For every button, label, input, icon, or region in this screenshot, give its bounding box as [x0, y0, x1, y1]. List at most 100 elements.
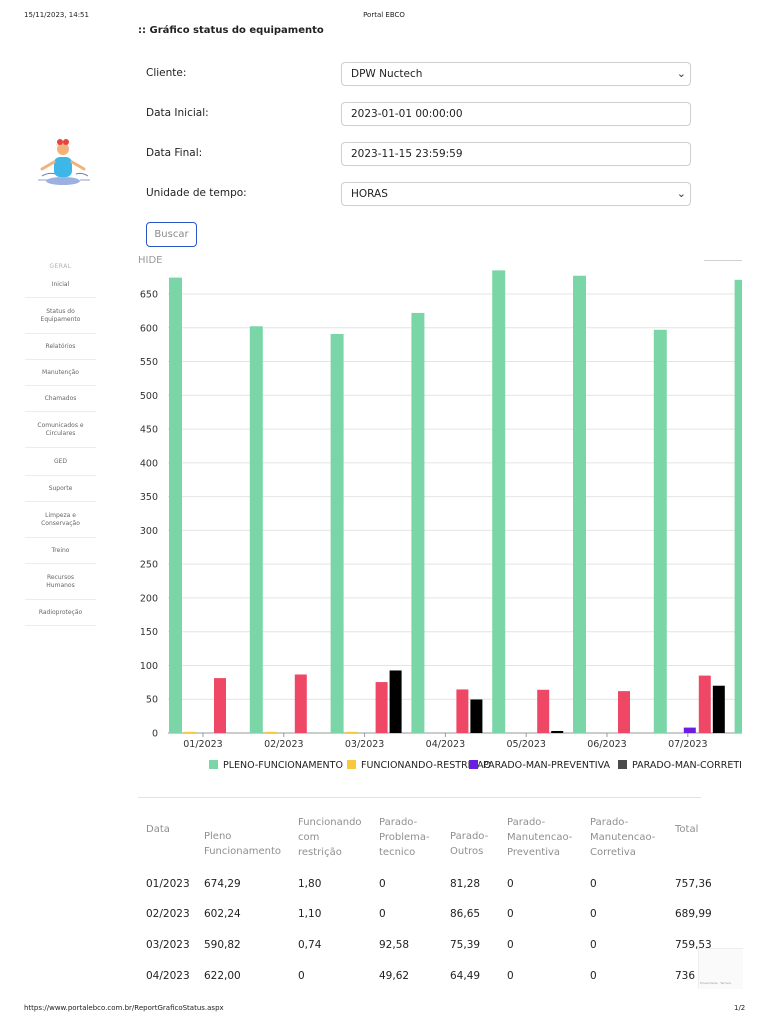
table-cell: 736: [675, 970, 696, 982]
table-header-text: restrição: [298, 847, 342, 858]
x-tick-label: 02/2023: [264, 739, 303, 750]
y-tick-label: 500: [140, 391, 158, 402]
buscar-button[interactable]: Buscar: [146, 222, 197, 247]
table-cell: 674,29: [204, 878, 241, 890]
bar-pleno-funcionamento: [330, 333, 344, 733]
data-inicial-label: Data Inicial:: [146, 107, 209, 119]
sidebar-item-ged[interactable]: GED: [25, 448, 96, 476]
x-tick-label: 06/2023: [587, 739, 626, 750]
legend-swatch: [209, 760, 218, 769]
table-cell: 602,24: [204, 908, 241, 920]
chevron-down-icon: ⌄: [676, 187, 686, 200]
table-header-text: com: [298, 832, 320, 843]
hide-toggle[interactable]: HIDE: [138, 255, 163, 266]
y-tick-label: 350: [140, 492, 158, 503]
y-tick-label: 50: [146, 695, 158, 706]
data-final-value: 2023-11-15 23:59:59: [351, 148, 463, 160]
table-header-text: Pleno: [204, 831, 232, 842]
table-header-text: Total: [675, 824, 699, 835]
bar-pleno-funcionamento: [653, 329, 667, 733]
legend-label: PLENO-FUNCIONAMENTO: [223, 760, 343, 771]
x-tick-label: 04/2023: [426, 739, 465, 750]
data-final-input[interactable]: 2023-11-15 23:59:59: [341, 142, 691, 166]
bar-pleno-funcionamento: [734, 279, 742, 733]
bar-parado-outros: [456, 689, 469, 733]
y-tick-label: 0: [152, 729, 158, 740]
table-cell: 0: [590, 970, 597, 982]
table-header-text: Preventiva: [507, 847, 561, 858]
table-header: Pleno Funcionamento: [204, 829, 281, 859]
bar-parado-problema-tecnico: [551, 730, 564, 733]
print-url: https://www.portalebco.com.br/ReportGraf…: [24, 1004, 224, 1012]
table-header-text: Data: [146, 824, 170, 835]
table-cell: 0: [379, 908, 386, 920]
table-cell: 689,99: [675, 908, 712, 920]
bar-funcionando-restricao: [184, 731, 196, 733]
sidebar-item-relatorios[interactable]: Relatórios: [25, 334, 96, 360]
table-cell: 0: [507, 939, 514, 951]
unidade-tempo-label: Unidade de tempo:: [146, 187, 247, 199]
table-cell: 0,74: [298, 939, 322, 951]
bar-parado-outros: [537, 689, 550, 733]
legend-swatch: [618, 760, 627, 769]
table-cell: 757,36: [675, 878, 712, 890]
data-final-label: Data Final:: [146, 147, 203, 159]
table-cell: 49,62: [379, 970, 410, 982]
sidebar-item-inicial[interactable]: Inicial: [25, 272, 96, 298]
y-tick-label: 300: [140, 526, 158, 537]
table-cell: 0: [590, 908, 597, 920]
bar-pleno-funcionamento: [492, 270, 506, 733]
sidebar-item-recursos-humanos[interactable]: Recursos Humanos: [25, 564, 96, 600]
table-header-text: tecnico: [379, 847, 416, 858]
sidebar-item-status-equipamento[interactable]: Status do Equipamento: [25, 298, 96, 334]
bar-pleno-funcionamento: [249, 326, 263, 733]
sidebar-item-radioprotecao[interactable]: Radioproteção: [25, 600, 96, 626]
sidebar-item-limpeza[interactable]: Limpeza e Conservação: [25, 502, 96, 538]
widget-box: [698, 948, 743, 989]
legend-label: FUNCIONANDO-RESTRICAO: [361, 760, 491, 771]
table-header: Total: [675, 822, 698, 837]
print-timestamp: 15/11/2023, 14:51: [24, 11, 89, 19]
widget-text: Privacidade · Termos: [700, 981, 731, 985]
unidade-tempo-select[interactable]: HORAS ⌄: [341, 182, 691, 206]
logo: [28, 136, 98, 196]
table-header: Parado- Outros: [450, 829, 488, 859]
sidebar-item-treino[interactable]: Treino: [25, 538, 96, 564]
bar-funcionando-restricao: [345, 731, 358, 733]
bar-parado-outros: [214, 678, 226, 733]
sidebar-item-suporte[interactable]: Suporte: [25, 476, 96, 502]
table-cell: 0: [507, 970, 514, 982]
table-header-text: Parado-: [450, 831, 489, 842]
table-cell: 0: [507, 908, 514, 920]
table-cell: 03/2023: [146, 939, 190, 951]
table-cell: 04/2023: [146, 970, 190, 982]
cliente-select[interactable]: DPW Nuctech ⌄: [341, 62, 691, 86]
sidebar-item-chamados[interactable]: Chamados: [25, 386, 96, 412]
bar-pleno-funcionamento: [573, 275, 586, 733]
y-tick-label: 550: [140, 357, 158, 368]
page-title: :: Gráfico status do equipamento: [138, 25, 324, 36]
y-tick-label: 450: [140, 425, 158, 436]
legend-label: PARADO-MAN-PREVENTIVA: [483, 760, 610, 771]
x-tick-label: 05/2023: [506, 739, 545, 750]
table-divider: [138, 797, 701, 798]
bar-parado-outros: [618, 691, 630, 733]
sidebar-item-manutencao[interactable]: Manutenção: [25, 360, 96, 386]
print-page-number: 1/2: [734, 1004, 746, 1012]
table-header-text: Manutencao-: [507, 832, 573, 843]
table-header-text: Parado-: [379, 817, 418, 828]
legend-swatch: [469, 760, 478, 769]
bar-pleno-funcionamento: [411, 312, 425, 733]
bar-parado-problema-tecnico: [389, 670, 402, 733]
data-inicial-input[interactable]: 2023-01-01 00:00:00: [341, 102, 691, 126]
bar-parado-outros: [698, 675, 711, 733]
x-tick-label: 03/2023: [345, 739, 384, 750]
table-cell: 0: [379, 878, 386, 890]
legend-swatch: [347, 760, 356, 769]
sidebar-item-comunicados[interactable]: Comunicados e Circulares: [25, 412, 96, 448]
table-cell: 1,80: [298, 878, 322, 890]
bar-pleno-funcionamento: [169, 277, 182, 733]
table-cell: 0: [507, 878, 514, 890]
divider: [704, 260, 742, 261]
table-header-text: Outros: [450, 846, 484, 857]
